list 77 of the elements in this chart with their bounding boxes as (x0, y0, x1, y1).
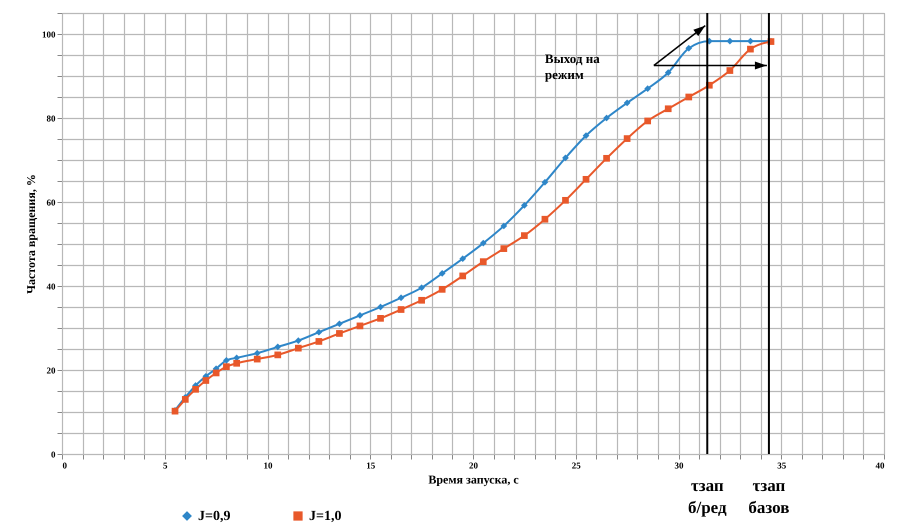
point (459, 255, 466, 262)
point (294, 337, 302, 344)
point (726, 67, 734, 74)
point (582, 176, 590, 183)
point (747, 38, 754, 44)
point (182, 396, 189, 403)
legend-label: J=1,0 (309, 509, 342, 524)
ref-line-label: τзап б/ред (688, 476, 727, 517)
point (274, 352, 282, 358)
y-tick-label: 80 (46, 114, 56, 124)
x-axis-title: Время запуска, с (428, 472, 520, 486)
point (480, 240, 487, 247)
point (603, 114, 610, 122)
point (398, 306, 404, 313)
point (685, 94, 692, 100)
point (685, 44, 692, 52)
point (562, 196, 569, 204)
point (316, 328, 322, 336)
point (664, 69, 672, 76)
point (747, 46, 754, 52)
y-tick-label: 20 (46, 366, 56, 376)
y-tick-label: 0 (51, 450, 56, 460)
point (223, 363, 230, 370)
point (418, 296, 425, 304)
point (624, 135, 630, 142)
x-tick-label: 30 (674, 460, 684, 470)
point (212, 370, 220, 376)
point (542, 178, 548, 186)
point (336, 330, 343, 337)
point (624, 100, 630, 106)
point (480, 258, 487, 265)
point (438, 286, 446, 293)
x-tick-label: 0 (62, 460, 68, 470)
point (418, 284, 425, 292)
point (202, 377, 210, 384)
point (664, 105, 672, 112)
y-axis-title: Частота вращения, % (24, 174, 38, 294)
point (644, 118, 652, 124)
point (726, 38, 734, 44)
y-tick-label: 100 (42, 30, 56, 40)
point (582, 132, 590, 139)
x-tick-label: 15 (366, 460, 376, 470)
annotation: Выход на режим (544, 50, 601, 83)
y-tick-label: 60 (46, 198, 56, 208)
point (316, 338, 322, 345)
point (377, 314, 384, 322)
ref-line-label: τзап базов (748, 476, 790, 517)
point (274, 344, 282, 350)
point (603, 154, 610, 162)
point (542, 216, 548, 223)
point (254, 356, 261, 362)
point (254, 350, 261, 357)
point (500, 245, 508, 252)
x-tick-label: 10 (264, 460, 273, 470)
x-tick-label: 35 (777, 460, 787, 470)
x-tick-label: 40 (876, 460, 885, 470)
point (459, 272, 466, 280)
point (336, 320, 343, 328)
point (521, 232, 528, 239)
point (356, 322, 364, 330)
x-tick-label: 5 (163, 460, 168, 470)
point (233, 360, 240, 367)
point (562, 154, 569, 162)
legend-label: J=0,9 (198, 509, 230, 524)
point (192, 386, 199, 393)
point (644, 85, 652, 92)
point (521, 202, 528, 209)
point (398, 294, 404, 302)
point (377, 304, 384, 310)
point (223, 356, 230, 364)
point (356, 312, 364, 319)
x-tick-label: 20 (469, 460, 478, 470)
point (294, 344, 302, 352)
point (438, 270, 446, 277)
x-tick-label: 25 (572, 460, 582, 470)
y-tick-label: 40 (46, 282, 56, 292)
point (500, 222, 508, 230)
